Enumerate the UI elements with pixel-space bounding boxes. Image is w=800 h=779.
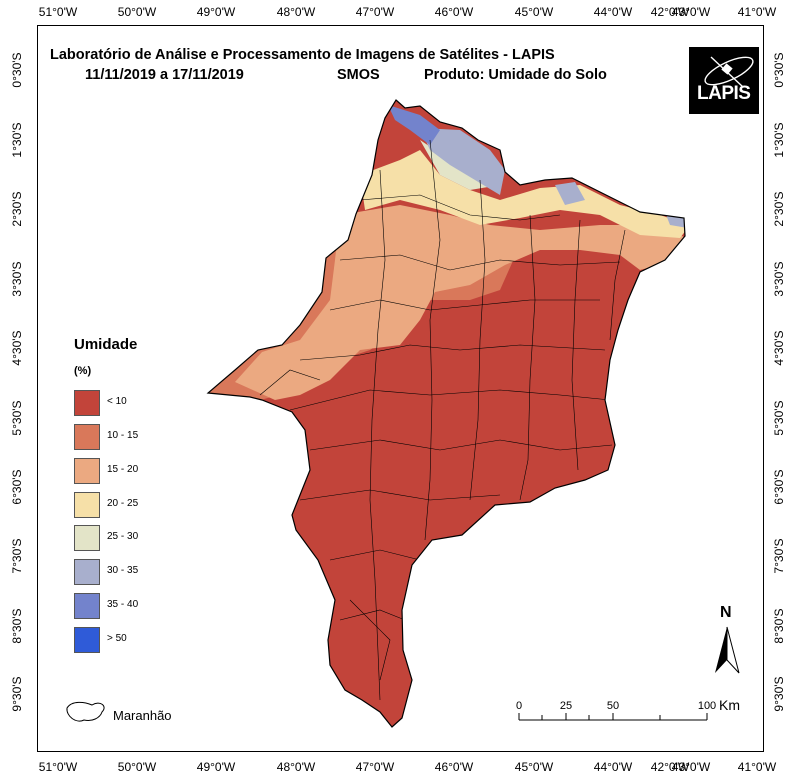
longitude-label: 41°0'W [737, 760, 777, 774]
legend-label: 35 - 40 [107, 599, 139, 610]
legend-swatch [74, 458, 100, 484]
map-title: Laboratório de Análise e Processamento d… [50, 47, 555, 63]
longitude-label: 42°0'W [650, 760, 690, 774]
longitude-label: 51°0'W [38, 760, 78, 774]
legend-title: Umidade [74, 336, 138, 353]
legend-swatch [74, 593, 100, 619]
legend-unit: (%) [74, 365, 92, 377]
boundary-legend-label: Maranhão [113, 708, 172, 723]
logo-text: LAPIS [697, 83, 751, 104]
north-arrow-icon [715, 626, 740, 674]
legend-swatch [74, 525, 100, 551]
legend-label: 15 - 20 [107, 464, 139, 475]
legend-label: < 10 [107, 396, 127, 407]
longitude-label: 49°0'W [196, 760, 236, 774]
satellite-icon [704, 56, 754, 88]
scale-label-100: 100 [697, 700, 717, 712]
longitude-label: 45°0'W [514, 5, 554, 19]
longitude-label: 49°0'W [196, 5, 236, 19]
legend-swatch [74, 390, 100, 416]
legend-item: 30 - 35 [74, 559, 224, 585]
legend-label: 30 - 35 [107, 565, 139, 576]
scale-bar [518, 713, 708, 721]
legend-item: 35 - 40 [74, 593, 224, 619]
scale-label-0: 0 [515, 700, 523, 712]
longitude-label: 47°0'W [355, 760, 395, 774]
map-product: Produto: Umidade do Solo [424, 67, 607, 83]
legend-item: > 50 [74, 627, 224, 653]
legend-label: > 50 [107, 633, 127, 644]
legend-swatch [74, 627, 100, 653]
longitude-label: 42°0'W [650, 5, 690, 19]
legend-label: 20 - 25 [107, 498, 139, 509]
moisture-class-30-35-east [555, 182, 585, 205]
moisture-class-20-25 [360, 150, 685, 238]
legend-item: 10 - 15 [74, 424, 224, 450]
legend-label: 25 - 30 [107, 531, 139, 542]
longitude-label: 48°0'W [276, 5, 316, 19]
north-label: N [720, 604, 732, 621]
longitude-label: 46°0'W [434, 760, 474, 774]
longitude-label: 41°0'W [737, 5, 777, 19]
moisture-class-35-40 [388, 105, 440, 145]
scale-label-25: 25 [559, 700, 573, 712]
longitude-label: 50°0'W [117, 760, 157, 774]
longitude-label: 43°0'W [671, 5, 711, 19]
longitude-label: 51°0'W [38, 5, 78, 19]
lapis-logo: LAPIS [689, 47, 759, 114]
moisture-class-30-35 [420, 128, 505, 195]
municipal-boundaries [259, 139, 626, 701]
longitude-label: 44°0'W [593, 5, 633, 19]
legend-item: 20 - 25 [74, 492, 224, 518]
scale-unit: Km [719, 697, 740, 713]
legend-item: < 10 [74, 390, 224, 416]
longitude-label: 43°0'W [671, 760, 711, 774]
longitude-label: 46°0'W [434, 5, 474, 19]
scale-label-50: 50 [606, 700, 620, 712]
map-sensor: SMOS [337, 67, 380, 83]
legend-item: 15 - 20 [74, 458, 224, 484]
map-frame [37, 25, 764, 752]
longitude-label: 44°0'W [593, 760, 633, 774]
legend-swatch [74, 492, 100, 518]
boundary-legend-icon [66, 701, 105, 722]
map-date-range: 11/11/2019 a 17/11/2019 [85, 67, 244, 83]
legend-swatch [74, 424, 100, 450]
longitude-label: 45°0'W [514, 760, 554, 774]
legend-swatch [74, 559, 100, 585]
longitude-label: 47°0'W [355, 5, 395, 19]
moisture-class-15-20 [235, 205, 685, 400]
legend-item: 25 - 30 [74, 525, 224, 551]
longitude-label: 50°0'W [117, 5, 157, 19]
longitude-label: 48°0'W [276, 760, 316, 774]
legend-label: 10 - 15 [107, 430, 139, 441]
